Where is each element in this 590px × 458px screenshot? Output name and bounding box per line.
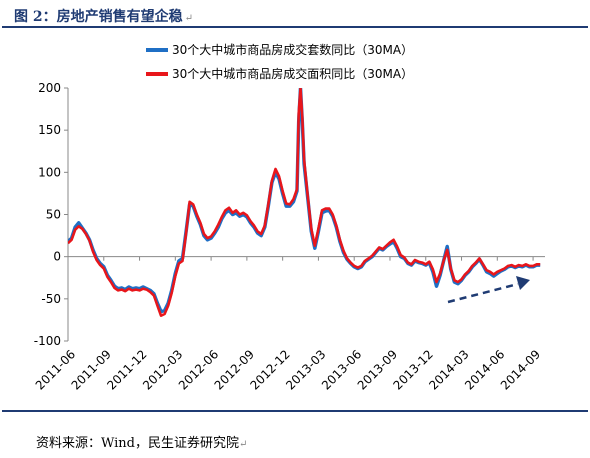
- source-note: 资料来源：Wind，民生证券研究院↵: [36, 432, 247, 451]
- trend-arrow-line: [447, 282, 519, 304]
- y-tick-label: 50: [46, 208, 61, 222]
- y-tick-label: 100: [38, 165, 61, 179]
- trend-annotation: [447, 276, 530, 304]
- return-mark-icon: ↵: [239, 439, 248, 450]
- figure-title-text: 图 2：房地产销售有望企稳: [14, 9, 183, 25]
- y-tick-label: -50: [41, 292, 61, 306]
- top-rule: [2, 26, 588, 28]
- return-mark-icon: ↵: [184, 13, 194, 24]
- y-tick-label: 150: [38, 123, 61, 137]
- source-text: 资料来源：Wind，民生证券研究院: [36, 436, 239, 451]
- legend-label-2: 30个大中城市商品房成交面积同比（30MA）: [172, 66, 413, 81]
- y-tick-label: 0: [53, 250, 61, 264]
- trend-arrow-head-icon: [516, 276, 530, 290]
- chart-axes: -100-500501001502002011-062011-092011-12…: [33, 81, 545, 393]
- series-line-2: [68, 88, 541, 317]
- bottom-rule: [2, 410, 588, 412]
- y-tick-label: -100: [34, 334, 61, 348]
- legend-label-1: 30个大中城市商品房成交套数同比（30MA）: [172, 42, 413, 57]
- x-tick-label: 2014-09: [498, 347, 543, 392]
- series-line-1: [68, 88, 541, 314]
- line-chart: -100-500501001502002011-062011-092011-12…: [33, 42, 545, 393]
- chart-legend: 30个大中城市商品房成交套数同比（30MA） 30个大中城市商品房成交面积同比（3…: [146, 42, 413, 81]
- figure-title: 图 2：房地产销售有望企稳 ↵: [14, 6, 193, 26]
- y-tick-label: 200: [38, 81, 61, 95]
- series-layer: [68, 88, 541, 317]
